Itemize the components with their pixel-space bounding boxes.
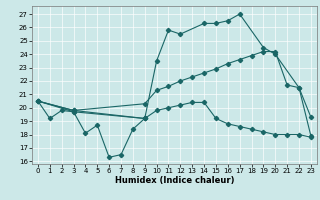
- X-axis label: Humidex (Indice chaleur): Humidex (Indice chaleur): [115, 176, 234, 185]
